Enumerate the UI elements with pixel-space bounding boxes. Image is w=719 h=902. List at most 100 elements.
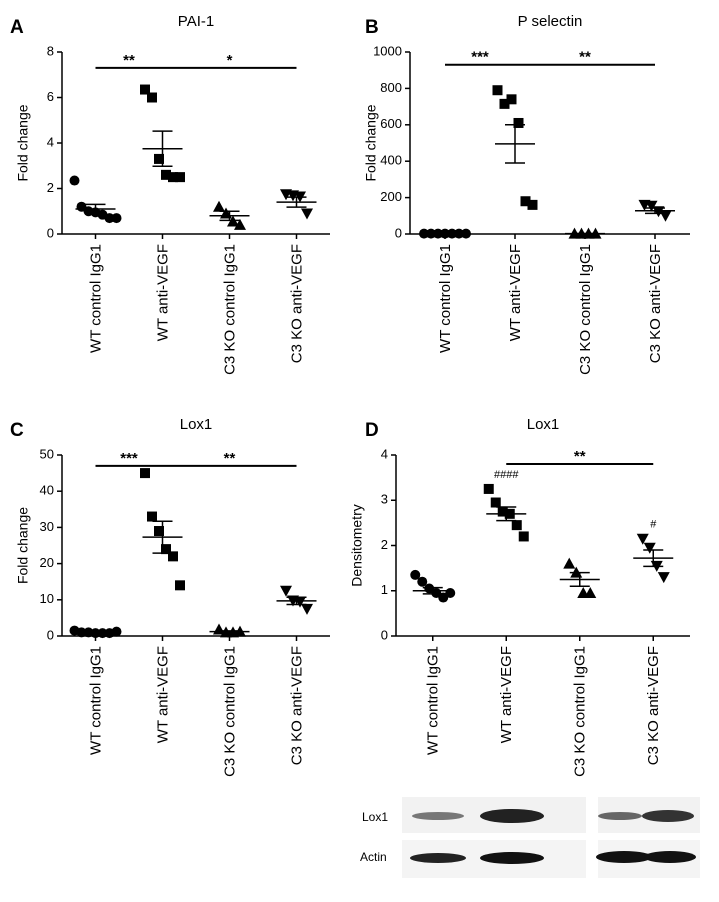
data-point xyxy=(104,213,115,224)
data-point xyxy=(161,169,171,180)
y-tick-label: 10 xyxy=(40,591,54,606)
data-point xyxy=(140,468,150,479)
band xyxy=(480,809,544,823)
x-tick-label: C3 KO control IgG1 xyxy=(221,244,238,375)
y-tick-label: 0 xyxy=(47,627,54,642)
data-point xyxy=(154,153,164,164)
data-point xyxy=(161,544,171,555)
data-point xyxy=(445,588,456,599)
y-tick-label: 4 xyxy=(381,446,388,461)
data-point xyxy=(527,199,538,210)
data-point xyxy=(645,200,658,212)
y-tick-label: 200 xyxy=(380,189,402,204)
data-point xyxy=(168,172,178,183)
x-tick-label: C3 KO control IgG1 xyxy=(572,646,589,777)
y-tick-label: 400 xyxy=(380,153,402,168)
data-point xyxy=(175,580,185,591)
y-tick-label: 8 xyxy=(47,43,54,58)
chart-title: Lox1 xyxy=(180,416,213,433)
data-point xyxy=(497,506,508,517)
x-tick-label: C3 KO control IgG1 xyxy=(221,646,238,777)
data-point xyxy=(280,585,292,597)
data-point xyxy=(520,196,531,207)
data-point xyxy=(518,531,529,542)
data-point xyxy=(147,511,157,522)
blot-label: Actin xyxy=(360,850,387,864)
data-point xyxy=(168,551,178,562)
data-point xyxy=(147,92,157,103)
y-tick-label: 2 xyxy=(47,180,54,195)
significance-label: ** xyxy=(579,49,591,66)
data-point xyxy=(301,208,313,220)
data-point xyxy=(417,576,428,587)
x-tick-label: WT control IgG1 xyxy=(87,646,104,755)
y-axis-label: Fold change xyxy=(363,104,379,181)
significance-label: ** xyxy=(123,52,135,69)
data-point xyxy=(499,98,510,109)
x-tick-label: C3 KO control IgG1 xyxy=(577,244,594,375)
data-point xyxy=(410,569,421,580)
y-tick-label: 1000 xyxy=(373,43,402,58)
x-tick-label: WT anti-VEGF xyxy=(507,244,524,341)
data-point xyxy=(657,572,670,584)
y-tick-label: 40 xyxy=(40,483,54,498)
x-tick-label: C3 KO anti-VEGF xyxy=(645,646,662,765)
y-tick-label: 3 xyxy=(381,492,388,507)
y-tick-label: 800 xyxy=(380,80,402,95)
data-point xyxy=(140,84,150,95)
chart-title: Lox1 xyxy=(527,416,560,433)
band xyxy=(410,853,466,863)
x-tick-label: C3 KO anti-VEGF xyxy=(288,646,305,765)
data-point xyxy=(154,526,164,537)
panel-label: D xyxy=(365,420,379,441)
data-point xyxy=(483,483,494,494)
band xyxy=(596,851,652,863)
data-point xyxy=(506,94,517,105)
significance-label: *** xyxy=(471,49,489,66)
y-tick-label: 2 xyxy=(381,537,388,552)
data-point xyxy=(659,210,672,222)
x-tick-label: C3 KO anti-VEGF xyxy=(288,244,305,363)
chart-title: P selectin xyxy=(518,13,583,30)
data-point xyxy=(511,520,522,531)
x-tick-label: WT control IgG1 xyxy=(87,244,104,353)
band xyxy=(480,852,544,864)
data-point xyxy=(490,497,501,508)
blot-label: Lox1 xyxy=(362,810,388,824)
panel-label: C xyxy=(10,420,24,441)
data-point xyxy=(175,172,185,183)
y-tick-label: 0 xyxy=(395,225,402,240)
panel-label: B xyxy=(365,17,379,38)
significance-label: * xyxy=(227,52,233,69)
y-tick-label: 6 xyxy=(47,89,54,104)
x-tick-label: WT control IgG1 xyxy=(425,646,442,755)
significance-label: ** xyxy=(574,448,586,465)
y-axis-label: Fold change xyxy=(15,507,31,584)
y-tick-label: 4 xyxy=(47,134,54,149)
point-label: # xyxy=(650,519,657,531)
data-point xyxy=(419,228,429,239)
data-point xyxy=(492,85,503,96)
data-point xyxy=(301,603,313,615)
x-tick-label: WT control IgG1 xyxy=(437,244,454,353)
y-tick-label: 0 xyxy=(381,627,388,642)
band xyxy=(598,812,642,820)
x-tick-label: C3 KO anti-VEGF xyxy=(647,244,664,363)
y-axis-label: Densitometry xyxy=(349,504,365,586)
band xyxy=(412,812,464,820)
point-label: #### xyxy=(494,469,519,481)
data-point xyxy=(234,218,246,230)
data-point xyxy=(69,175,80,186)
x-tick-label: WT anti-VEGF xyxy=(154,244,171,341)
data-point xyxy=(584,587,597,599)
x-tick-label: WT anti-VEGF xyxy=(154,646,171,743)
data-point xyxy=(111,626,122,637)
significance-label: *** xyxy=(120,450,138,467)
data-point xyxy=(111,213,122,224)
band xyxy=(644,851,696,863)
data-point xyxy=(513,117,524,128)
y-tick-label: 20 xyxy=(40,555,54,570)
data-point xyxy=(643,542,656,554)
y-tick-label: 50 xyxy=(40,446,54,461)
